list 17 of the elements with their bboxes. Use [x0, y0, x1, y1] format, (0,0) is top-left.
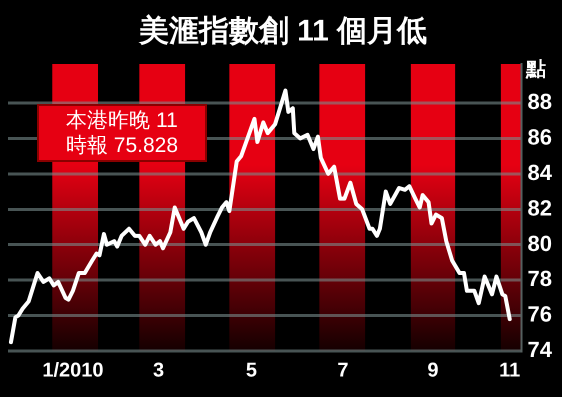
- x-tick-label: 3: [152, 360, 164, 382]
- chart-title: 美滙指數創 11 個月低: [138, 13, 428, 48]
- x-tick-label: 7: [337, 360, 349, 382]
- y-tick-label: 84: [528, 160, 553, 185]
- y-tick-label: 82: [528, 195, 552, 220]
- x-tick-label: 1/2010: [42, 360, 104, 382]
- x-tick-label: 11: [499, 360, 520, 382]
- x-tick-label: 5: [246, 360, 258, 382]
- y-tick-label: 88: [528, 89, 552, 114]
- y-axis-title: 點: [524, 58, 546, 81]
- y-tick-label: 78: [528, 266, 552, 292]
- y-tick-label: 76: [528, 302, 552, 327]
- annotation: 本港昨晚 11 時報 75.828: [37, 104, 207, 162]
- y-tick-label: 74: [528, 337, 553, 362]
- x-tick-label: 9: [427, 360, 439, 382]
- y-tick-label: 80: [528, 230, 552, 256]
- y-tick-label: 86: [528, 124, 552, 150]
